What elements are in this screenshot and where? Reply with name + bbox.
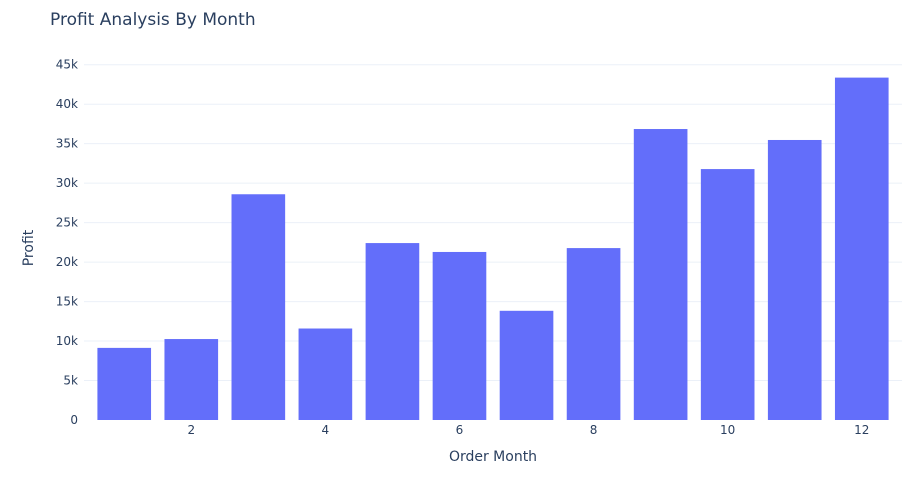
bar-month-10[interactable] — [700, 169, 755, 420]
grid-layer — [84, 64, 902, 382]
bar-month-11[interactable] — [767, 139, 822, 421]
y-tick-label: 35k — [56, 137, 78, 151]
y-tick-label: 45k — [56, 58, 78, 72]
y-tick-label: 25k — [56, 216, 78, 230]
bar-month-4[interactable] — [298, 328, 353, 420]
bar-month-3[interactable] — [231, 194, 286, 420]
bar-month-5[interactable] — [365, 243, 420, 420]
x-tick-label: 4 — [322, 423, 330, 437]
y-tick-label: 30k — [56, 176, 78, 190]
x-tick-label: 12 — [854, 423, 869, 437]
x-tick-label: 6 — [456, 423, 464, 437]
y-tick-label: 40k — [56, 97, 78, 111]
bar-layer — [97, 77, 889, 421]
bar-month-12[interactable] — [834, 77, 889, 420]
bar-month-7[interactable] — [499, 310, 554, 420]
bar-month-1[interactable] — [97, 347, 152, 420]
y-tick-label: 5k — [63, 374, 78, 388]
y-tick-label: 20k — [56, 255, 78, 269]
y-tick-label: 15k — [56, 295, 78, 309]
x-tick-label: 10 — [720, 423, 735, 437]
chart-title: Profit Analysis By Month — [50, 10, 256, 30]
y-tick-label: 0 — [70, 413, 78, 427]
x-tick-label: 8 — [590, 423, 598, 437]
x-axis-title: Order Month — [449, 449, 537, 465]
bar-month-2[interactable] — [164, 339, 219, 420]
y-tick-label: 10k — [56, 334, 78, 348]
x-tick-label: 2 — [187, 423, 195, 437]
bar-month-6[interactable] — [432, 251, 487, 420]
y-axis-ticks: 0 5k 10k 15k 20k 25k 30k 35k 40k 45k — [56, 58, 78, 427]
bar-month-8[interactable] — [566, 248, 621, 420]
y-axis-title: Profit — [21, 229, 37, 266]
x-axis-ticks: 2 4 6 8 10 12 — [187, 423, 869, 437]
bar-month-9[interactable] — [633, 129, 688, 420]
